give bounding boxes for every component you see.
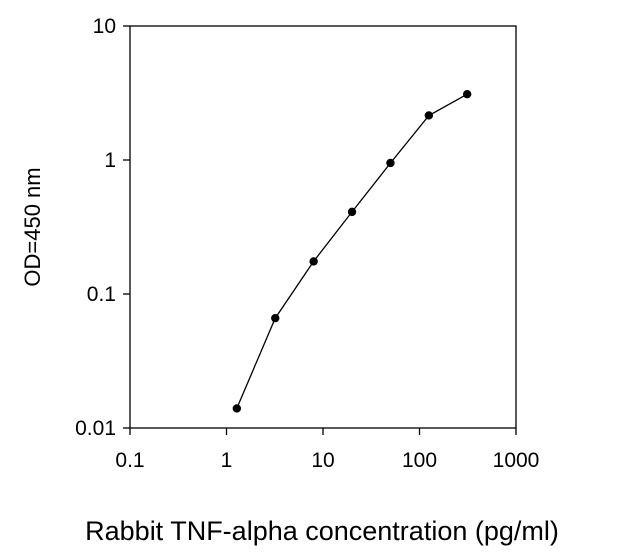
data-point bbox=[424, 111, 434, 120]
x-axis-title: Rabbit TNF-alpha concentration (pg/ml) bbox=[85, 516, 559, 546]
series-line bbox=[236, 93, 468, 409]
data-point bbox=[386, 158, 395, 168]
y-axis-title: OD=450 nm bbox=[20, 167, 45, 286]
data-point bbox=[232, 404, 242, 413]
x-tick-label: 10 bbox=[311, 449, 334, 472]
y-tick-label: 1 bbox=[104, 149, 116, 172]
y-tick-label: 0.01 bbox=[75, 417, 116, 440]
x-tick-label: 100 bbox=[402, 449, 437, 472]
series-layer bbox=[232, 89, 472, 413]
x-tick-label: 1 bbox=[221, 449, 233, 472]
data-point bbox=[347, 207, 357, 217]
plot-frame bbox=[129, 25, 517, 429]
x-axis-ticks: 0.1 1 10 100 1000 bbox=[115, 428, 539, 472]
data-point bbox=[271, 313, 280, 323]
y-tick-label: 10 bbox=[93, 15, 116, 38]
data-point bbox=[309, 257, 318, 266]
y-axis-ticks: 10 1 0.1 0.01 bbox=[75, 15, 130, 440]
data-point bbox=[462, 89, 472, 99]
x-tick-label: 1000 bbox=[493, 449, 540, 472]
y-tick-label: 0.1 bbox=[87, 283, 116, 306]
x-tick-label: 0.1 bbox=[115, 449, 144, 472]
